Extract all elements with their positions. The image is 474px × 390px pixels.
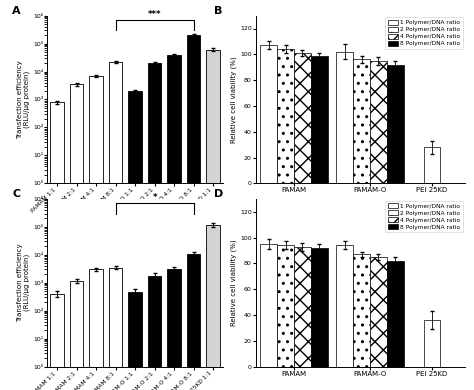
Bar bbox=[167, 269, 181, 390]
Bar bbox=[353, 254, 370, 367]
Bar bbox=[109, 62, 122, 390]
Bar bbox=[387, 65, 404, 183]
Legend: 1 Polymer/DNA ratio, 2 Polymer/DNA ratio, 4 Polymer/DNA ratio, 8 Polymer/DNA rat: 1 Polymer/DNA ratio, 2 Polymer/DNA ratio… bbox=[385, 200, 463, 232]
Bar bbox=[148, 276, 161, 390]
Text: A: A bbox=[12, 5, 21, 16]
Bar bbox=[89, 269, 103, 390]
Bar bbox=[167, 55, 181, 390]
Bar bbox=[187, 254, 201, 390]
Bar bbox=[337, 52, 353, 183]
Bar bbox=[128, 292, 142, 390]
Bar bbox=[387, 261, 404, 367]
Bar bbox=[294, 246, 311, 367]
Bar bbox=[423, 147, 440, 183]
Bar bbox=[206, 50, 220, 390]
Bar bbox=[277, 49, 294, 183]
Bar bbox=[187, 35, 201, 390]
Bar bbox=[370, 257, 387, 367]
Bar bbox=[423, 320, 440, 367]
Bar bbox=[70, 280, 83, 390]
Bar bbox=[206, 225, 220, 390]
Bar bbox=[353, 59, 370, 183]
Text: B: B bbox=[214, 5, 223, 16]
Bar bbox=[50, 294, 64, 390]
Legend: 1 Polymer/DNA ratio, 2 Polymer/DNA ratio, 4 Polymer/DNA ratio, 8 Polymer/DNA rat: 1 Polymer/DNA ratio, 2 Polymer/DNA ratio… bbox=[385, 17, 463, 49]
Bar bbox=[70, 84, 83, 390]
Text: ***: *** bbox=[148, 10, 161, 19]
Text: C: C bbox=[12, 189, 20, 199]
Bar bbox=[50, 102, 64, 390]
Bar bbox=[260, 45, 277, 183]
Bar bbox=[148, 63, 161, 390]
Bar bbox=[311, 56, 328, 183]
Bar bbox=[370, 61, 387, 183]
Bar bbox=[277, 245, 294, 367]
Bar bbox=[109, 268, 122, 390]
Bar bbox=[294, 53, 311, 183]
Bar bbox=[337, 245, 353, 367]
Y-axis label: Relative cell viability (%): Relative cell viability (%) bbox=[231, 239, 237, 326]
Bar bbox=[128, 91, 142, 390]
Y-axis label: Transfection efficiency
(RLU/µg protein): Transfection efficiency (RLU/µg protein) bbox=[17, 60, 30, 139]
Bar bbox=[89, 76, 103, 390]
Y-axis label: Relative cell viability (%): Relative cell viability (%) bbox=[231, 56, 237, 143]
Text: *: * bbox=[152, 193, 157, 202]
Text: D: D bbox=[214, 189, 224, 199]
Y-axis label: Transfection efficiency
(RLU/µg protein): Transfection efficiency (RLU/µg protein) bbox=[17, 243, 30, 322]
Bar bbox=[260, 244, 277, 367]
Bar bbox=[311, 248, 328, 367]
